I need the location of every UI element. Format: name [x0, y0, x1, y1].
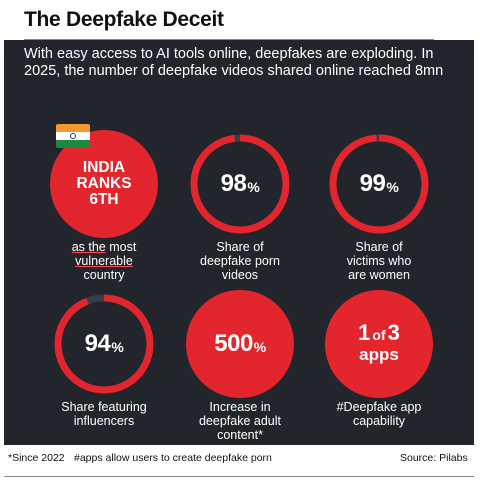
- porn-share-value: 98%: [220, 170, 260, 197]
- india-rank-text: INDIA RANKS 6TH: [76, 159, 132, 208]
- women-share-caption: Share of victims who are women: [346, 240, 412, 282]
- influencer-share-stat: 94% Share featuring influencers: [34, 290, 174, 428]
- source-credit: Source: Pilabs: [400, 452, 468, 464]
- apps-capability-disc: [325, 290, 433, 398]
- women-share-value: 99%: [359, 170, 399, 197]
- apps-capability-caption: #Deepfake app capability: [336, 400, 422, 428]
- india-caption: as the most vulnerable country: [71, 240, 137, 282]
- porn-share-ring: [190, 134, 290, 234]
- bottom-divider: [4, 476, 474, 477]
- footnote-since: *Since 2022: [8, 452, 65, 464]
- women-share-ring: [329, 134, 429, 234]
- india-flag-icon: [56, 124, 90, 148]
- women-share-stat: 99% Share of victims who are women: [309, 130, 449, 282]
- india-rank-stat: INDIA RANKS 6TH as the most vulnerable c…: [34, 124, 174, 282]
- influencer-share-value: 94%: [84, 330, 124, 357]
- footnote-apps: #apps allow users to create deepfake por…: [74, 452, 272, 464]
- infographic-panel: With easy access to AI tools online, dee…: [4, 40, 474, 445]
- apps-capability-value: 1 of3 apps: [358, 320, 400, 365]
- page-title: The Deepfake Deceit: [24, 8, 224, 31]
- apps-capability-stat: 1 of3 apps #Deepfake app capability: [309, 290, 449, 428]
- intro-text: With easy access to AI tools online, dee…: [24, 46, 444, 79]
- influencer-share-caption: Share featuring influencers: [61, 400, 147, 428]
- india-disc: [50, 130, 158, 238]
- porn-share-stat: 98% Share of deepfake porn videos: [170, 130, 310, 282]
- adult-content-stat: 500% Increase in deepfake adult content*: [170, 290, 310, 442]
- adult-content-caption: Increase in deepfake adult content*: [198, 400, 281, 442]
- title-divider: [24, 39, 434, 40]
- influencer-share-ring: [54, 294, 154, 394]
- adult-content-disc: [186, 290, 294, 398]
- porn-share-caption: Share of deepfake porn videos: [200, 240, 280, 282]
- adult-content-value: 500%: [214, 330, 266, 357]
